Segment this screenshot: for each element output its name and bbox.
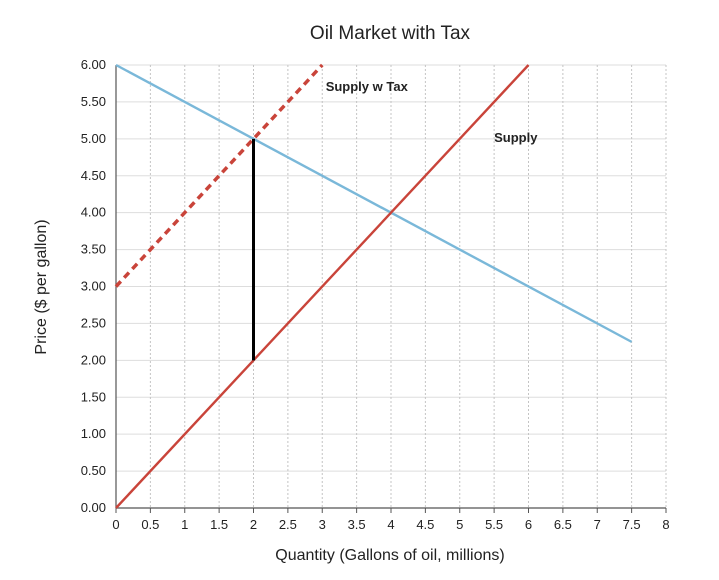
series-annotation-label: Supply w Tax bbox=[326, 79, 409, 94]
y-tick-label: 2.00 bbox=[81, 352, 106, 367]
x-tick-label: 6 bbox=[525, 517, 532, 532]
y-tick-label: 5.00 bbox=[81, 131, 106, 146]
x-tick-label: 7 bbox=[594, 517, 601, 532]
x-tick-label: 8 bbox=[662, 517, 669, 532]
x-tick-label: 6.5 bbox=[554, 517, 572, 532]
chart-title: Oil Market with Tax bbox=[310, 23, 471, 44]
y-tick-label: 4.50 bbox=[81, 168, 106, 183]
y-tick-label: 0.50 bbox=[81, 463, 106, 478]
y-tick-label: 5.50 bbox=[81, 94, 106, 109]
x-tick-label: 0 bbox=[112, 517, 119, 532]
series-line-demand bbox=[115, 63, 633, 343]
y-tick-label: 4.00 bbox=[81, 205, 106, 220]
y-axis-title: Price ($ per gallon) bbox=[33, 219, 50, 354]
y-tick-label: 0.00 bbox=[81, 500, 106, 515]
x-tick-label: 5 bbox=[456, 517, 463, 532]
x-axis-ticks: 0 0.5 1 1.5 2 2.5 3 3.5 4 4.5 5 5.5 6 6.5 7 7.5 8 bbox=[112, 508, 670, 532]
y-tick-label: 1.00 bbox=[81, 426, 106, 441]
grid bbox=[116, 64, 667, 508]
x-tick-label: 4.5 bbox=[416, 517, 434, 532]
y-tick-label: 1.50 bbox=[81, 389, 106, 404]
x-axis-title: Quantity (Gallons of oil, millions) bbox=[275, 547, 504, 564]
x-tick-label: 2.5 bbox=[279, 517, 297, 532]
x-tick-label: 1.5 bbox=[210, 517, 228, 532]
x-tick-label: 0.5 bbox=[141, 517, 159, 532]
x-tick-label: 3.5 bbox=[348, 517, 366, 532]
x-tick-label: 2 bbox=[250, 517, 257, 532]
series-annotation-label: Supply bbox=[494, 130, 538, 145]
y-tick-label: 2.50 bbox=[81, 315, 106, 330]
y-tick-label: 3.50 bbox=[81, 242, 106, 257]
y-tick-label: 6.00 bbox=[81, 57, 106, 72]
y-tick-label: 3.00 bbox=[81, 279, 106, 294]
series-line-supply bbox=[115, 64, 530, 509]
x-tick-label: 4 bbox=[387, 517, 394, 532]
series-line-supply-tax bbox=[114, 63, 324, 288]
x-tick-label: 5.5 bbox=[485, 517, 503, 532]
series bbox=[114, 63, 633, 509]
x-tick-label: 3 bbox=[319, 517, 326, 532]
x-tick-label: 1 bbox=[181, 517, 188, 532]
annotations: Supply w Tax Supply bbox=[326, 79, 539, 145]
y-axis-ticks: 0.00 0.50 1.00 1.50 2.00 2.50 3.00 3.50 4.00 4.50… bbox=[81, 57, 106, 515]
x-tick-label: 7.5 bbox=[623, 517, 641, 532]
